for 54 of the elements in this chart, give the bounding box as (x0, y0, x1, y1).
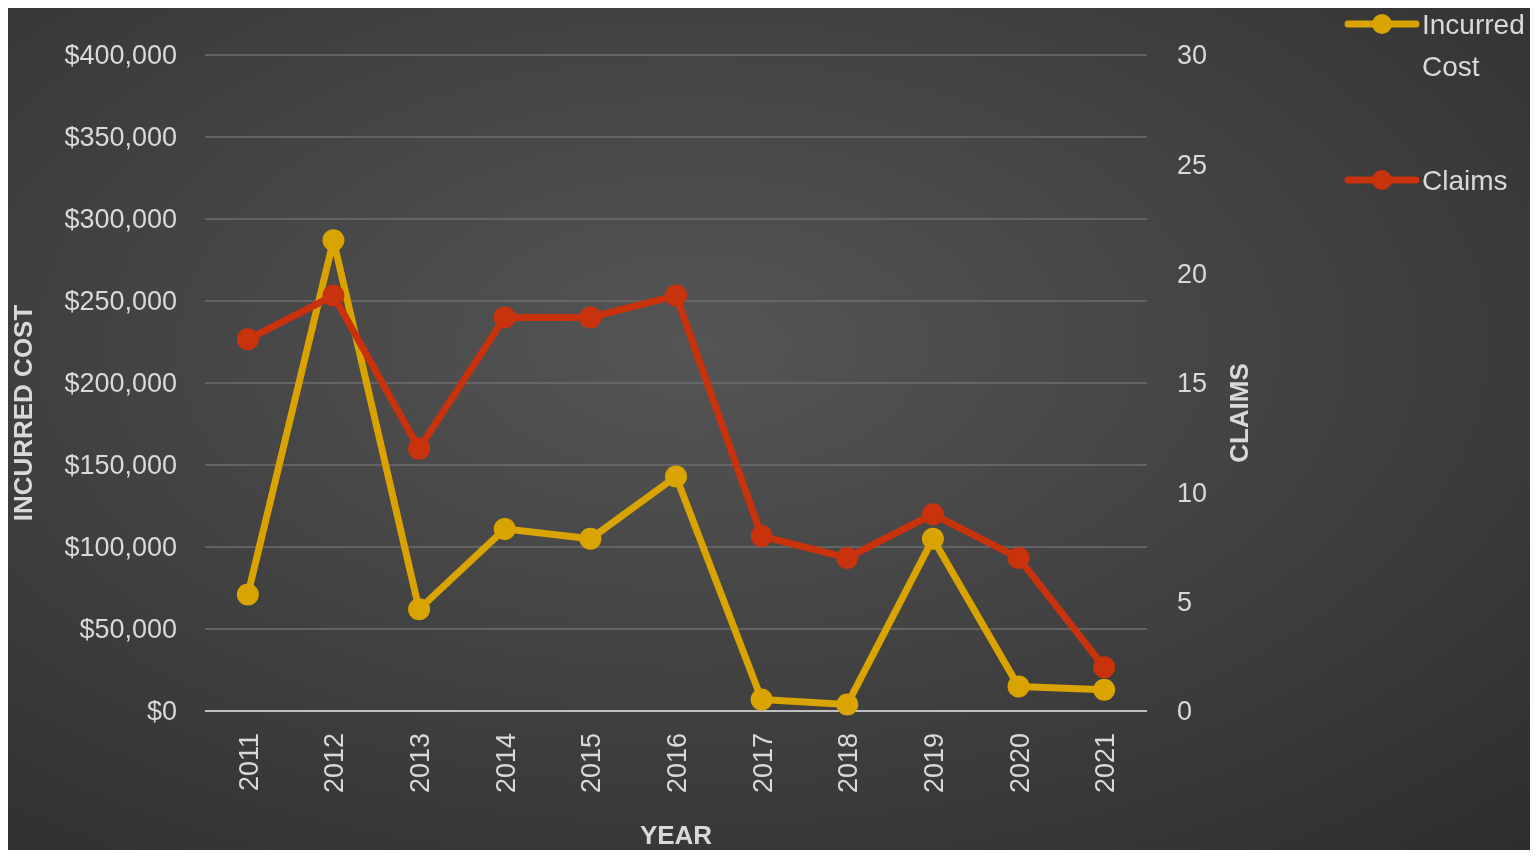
point (921, 503, 944, 526)
point (236, 328, 259, 351)
point (750, 525, 773, 548)
x-tick-label: 2020 (1004, 733, 1035, 794)
y2-tick-label: 20 (1177, 259, 1208, 290)
point (236, 583, 259, 606)
y-tick-label: $150,000 (64, 450, 177, 481)
point (408, 437, 431, 460)
x-tick-label: 2011 (233, 733, 264, 792)
y2-tick-label: 5 (1177, 587, 1193, 618)
y2-tick-label: 15 (1177, 368, 1208, 399)
legend-label: Claims (1422, 164, 1508, 196)
point (579, 306, 602, 329)
point (579, 527, 602, 550)
y-tick-label: $50,000 (79, 614, 177, 645)
y-tick-label: $200,000 (64, 368, 177, 399)
y2-tick-label: 25 (1177, 149, 1208, 180)
x-tick-label: 2019 (918, 733, 949, 794)
x-tick-label: 2015 (576, 733, 607, 794)
y-tick-label: $250,000 (64, 286, 177, 317)
y-axis-title: INCURRED COST (8, 304, 38, 522)
y-tick-label: $350,000 (64, 122, 177, 153)
x-tick-label: 2013 (405, 733, 436, 794)
point (665, 284, 687, 307)
y-tick-label: $100,000 (64, 532, 177, 563)
point (836, 546, 859, 569)
y-tick-label: $300,000 (64, 204, 177, 235)
point (493, 306, 516, 329)
point (1093, 656, 1116, 679)
x-tick-label: 2012 (319, 733, 350, 794)
y2-tick-label: 10 (1177, 477, 1208, 508)
y2-axis-title: CLAIMS (1224, 363, 1254, 463)
x-tick-label: 2018 (833, 733, 864, 794)
point (665, 465, 687, 488)
x-tick-label: 2014 (490, 733, 521, 794)
y2-tick-label: 0 (1177, 696, 1193, 727)
y-tick-label: $400,000 (64, 40, 177, 71)
point (750, 688, 773, 711)
point (1007, 546, 1030, 569)
point (836, 693, 859, 716)
y-tick-label: $0 (146, 696, 177, 727)
point (322, 229, 345, 252)
point (493, 517, 516, 540)
x-tick-label: 2021 (1090, 733, 1121, 794)
point (1007, 675, 1030, 698)
x-axis-title: YEAR (639, 820, 713, 850)
y2-tick-label: 30 (1177, 40, 1208, 71)
point (322, 284, 345, 307)
x-tick-label: 2017 (747, 733, 778, 794)
point (921, 527, 944, 550)
point (408, 598, 431, 621)
point (1093, 678, 1116, 701)
legend-label: Incurred Cost (1422, 8, 1525, 82)
x-tick-label: 2016 (662, 733, 692, 794)
